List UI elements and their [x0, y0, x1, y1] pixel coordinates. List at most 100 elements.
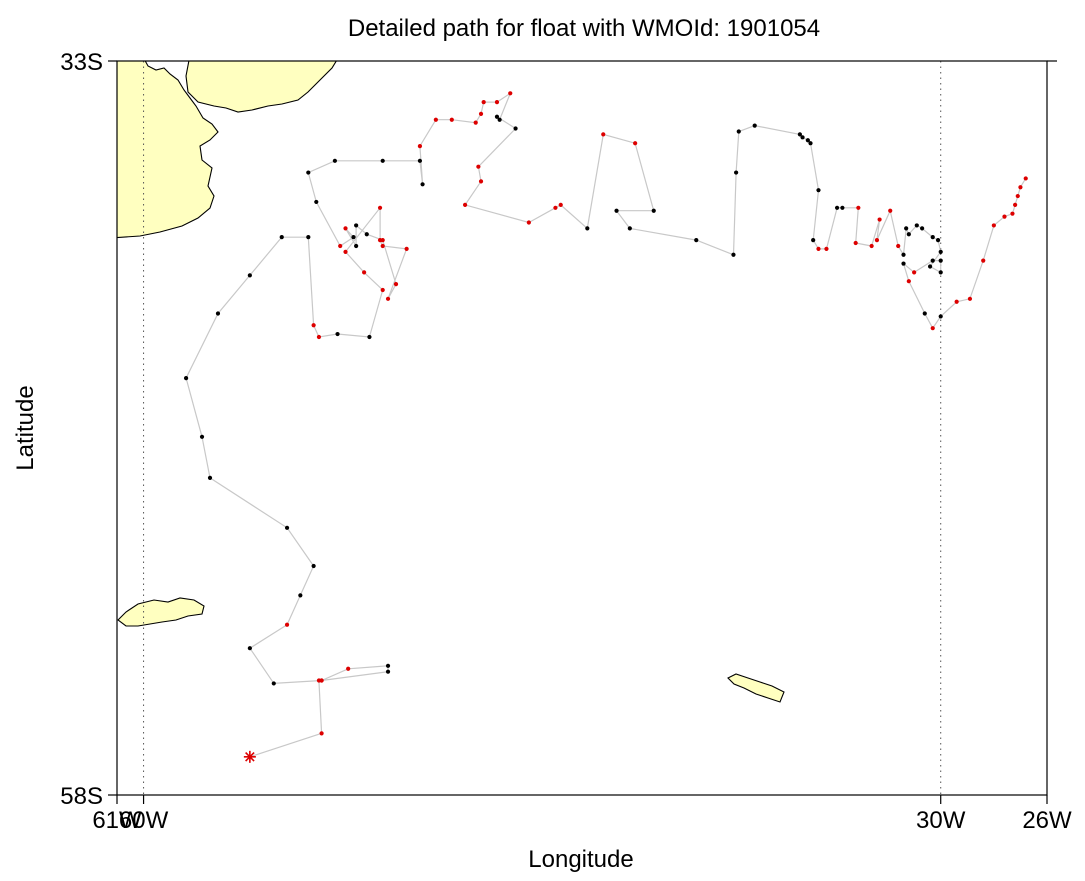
profile-point — [1002, 214, 1007, 219]
profile-point — [558, 202, 563, 207]
profile-point — [319, 678, 324, 683]
chart-title: Detailed path for float with WMOId: 1901… — [348, 15, 820, 42]
profile-point — [904, 226, 909, 231]
profile-point — [930, 258, 935, 263]
plot-frame — [116, 60, 1048, 796]
profile-point — [927, 264, 933, 269]
profile-point — [614, 208, 619, 213]
y-axis: 33S 58S — [60, 49, 117, 810]
profile-point — [385, 663, 391, 668]
profile-point — [869, 243, 874, 249]
x-tick-label: 61W — [92, 807, 142, 834]
track-line — [185, 91, 1027, 758]
profile-point — [314, 199, 319, 205]
falkland-islands — [117, 597, 205, 627]
profile-point — [906, 279, 911, 284]
profile-point — [797, 132, 802, 137]
profile-point — [377, 205, 383, 210]
profile-point — [930, 235, 935, 240]
profile-point — [938, 270, 943, 275]
profile-point — [354, 223, 359, 228]
profile-point — [856, 205, 861, 210]
profile-point — [981, 258, 986, 263]
profile-point — [247, 646, 252, 651]
south-america-coast — [117, 61, 219, 239]
profile-point — [380, 237, 385, 243]
profile-point — [306, 170, 311, 175]
profile-point — [247, 273, 252, 278]
profile-point — [351, 235, 356, 240]
float-track — [183, 91, 1028, 763]
profile-point — [284, 622, 290, 627]
profile-point — [991, 223, 996, 228]
profile-point — [651, 208, 656, 213]
profile-point — [935, 237, 941, 243]
profile-point — [633, 141, 638, 146]
profile-point — [404, 246, 409, 252]
profile-point — [938, 314, 943, 319]
profile-point — [553, 205, 558, 210]
profile-point — [319, 731, 324, 736]
profile-point — [335, 331, 340, 337]
profile-point — [914, 223, 919, 228]
profile-point — [526, 220, 531, 225]
profile-point — [478, 111, 484, 116]
profile-point — [731, 252, 736, 257]
profile-point — [306, 235, 311, 240]
x-tick-label: 30W — [916, 807, 966, 834]
profile-point — [380, 287, 385, 293]
profile-point — [853, 240, 858, 246]
profile-point — [840, 205, 845, 210]
profile-point — [364, 232, 369, 237]
profile-point — [627, 226, 632, 231]
profile-point — [930, 326, 935, 331]
profile-point — [874, 237, 880, 243]
profile-point — [800, 135, 805, 140]
profile-point — [1023, 176, 1028, 181]
profile-point — [215, 311, 221, 316]
x-tick-label: 60W — [119, 807, 169, 834]
profile-point — [343, 226, 348, 231]
profile-point — [938, 258, 943, 263]
land-layer — [117, 61, 785, 703]
profile-point — [271, 681, 276, 686]
profile-point — [954, 299, 959, 304]
profile-point — [449, 117, 454, 122]
profile-point — [1015, 193, 1020, 199]
profile-point — [1018, 185, 1023, 190]
profile-point — [362, 270, 367, 275]
profile-point — [601, 132, 606, 137]
profile-point — [811, 237, 816, 243]
profile-point — [476, 164, 481, 169]
x-axis-label: Longitude — [528, 846, 633, 873]
profile-point — [380, 158, 385, 163]
profile-point — [816, 188, 821, 193]
profile-point — [513, 126, 518, 131]
profile-point — [354, 243, 359, 249]
profile-point — [343, 249, 348, 254]
gridlines — [143, 61, 942, 795]
y-axis-label: Latitude — [12, 385, 39, 470]
profile-point — [497, 117, 502, 122]
profile-point — [901, 261, 906, 266]
profile-point — [367, 334, 372, 340]
profile-point — [380, 243, 385, 249]
profile-point — [207, 475, 213, 481]
profile-point — [481, 100, 486, 105]
profile-point — [298, 593, 303, 598]
profile-point — [824, 246, 829, 252]
profile-point — [311, 323, 316, 328]
profile-point — [199, 434, 205, 439]
profile-point — [393, 282, 399, 287]
profile-point — [888, 208, 893, 213]
profile-point — [338, 243, 343, 249]
profile-point — [877, 217, 882, 222]
profile-point — [896, 243, 901, 249]
profile-point — [417, 144, 423, 149]
profile-point — [901, 252, 906, 257]
river-plate-coast — [185, 61, 337, 113]
profile-point — [346, 666, 351, 671]
profile-point — [736, 129, 741, 134]
